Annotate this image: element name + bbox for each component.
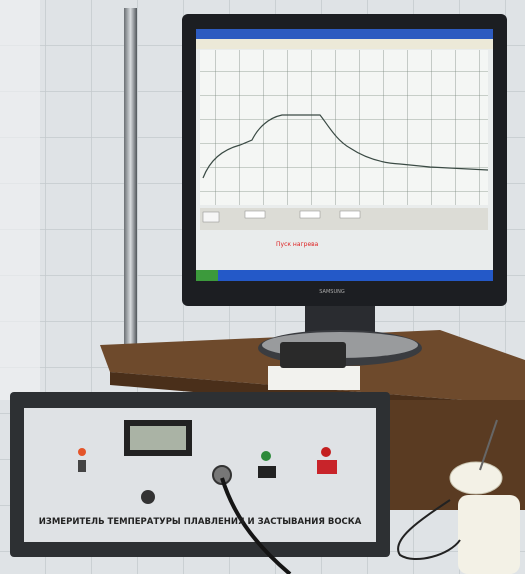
table-cabinet — [385, 400, 525, 510]
field — [340, 211, 360, 218]
monitor-brand: SAMSUNG — [319, 289, 345, 295]
power-switch — [78, 460, 86, 472]
sensor-block — [280, 342, 346, 368]
device-label: ИЗМЕРИТЕЛЬ ТЕМПЕРАТУРЫ ПЛАВЛЕНИЯ И ЗАСТЫ… — [39, 517, 362, 527]
screen-status: Пуск нагрева — [276, 241, 319, 248]
power-led — [78, 448, 86, 456]
field — [300, 211, 320, 218]
menu-bar — [196, 39, 493, 49]
chart-area — [200, 50, 488, 205]
jar — [458, 495, 520, 574]
red-button — [317, 460, 337, 474]
button — [203, 212, 219, 222]
field — [245, 211, 265, 218]
green-led — [261, 451, 271, 461]
black-button — [258, 466, 276, 478]
lcd-display — [130, 426, 186, 450]
connector — [141, 490, 155, 504]
title-bar — [196, 29, 493, 39]
page: Пуск нагрева SAMSUNG ИЗМЕРИТЕЛЬ ТЕМПЕРАТ… — [0, 0, 525, 574]
sensor-holder — [268, 366, 360, 390]
taskbar — [196, 270, 493, 281]
photo: Пуск нагрева SAMSUNG ИЗМЕРИТЕЛЬ ТЕМПЕРАТ… — [0, 0, 525, 574]
start-button — [196, 270, 218, 281]
red-led — [321, 447, 331, 457]
wall-light — [0, 0, 40, 400]
jar-lid — [450, 462, 502, 494]
pole — [124, 8, 137, 353]
